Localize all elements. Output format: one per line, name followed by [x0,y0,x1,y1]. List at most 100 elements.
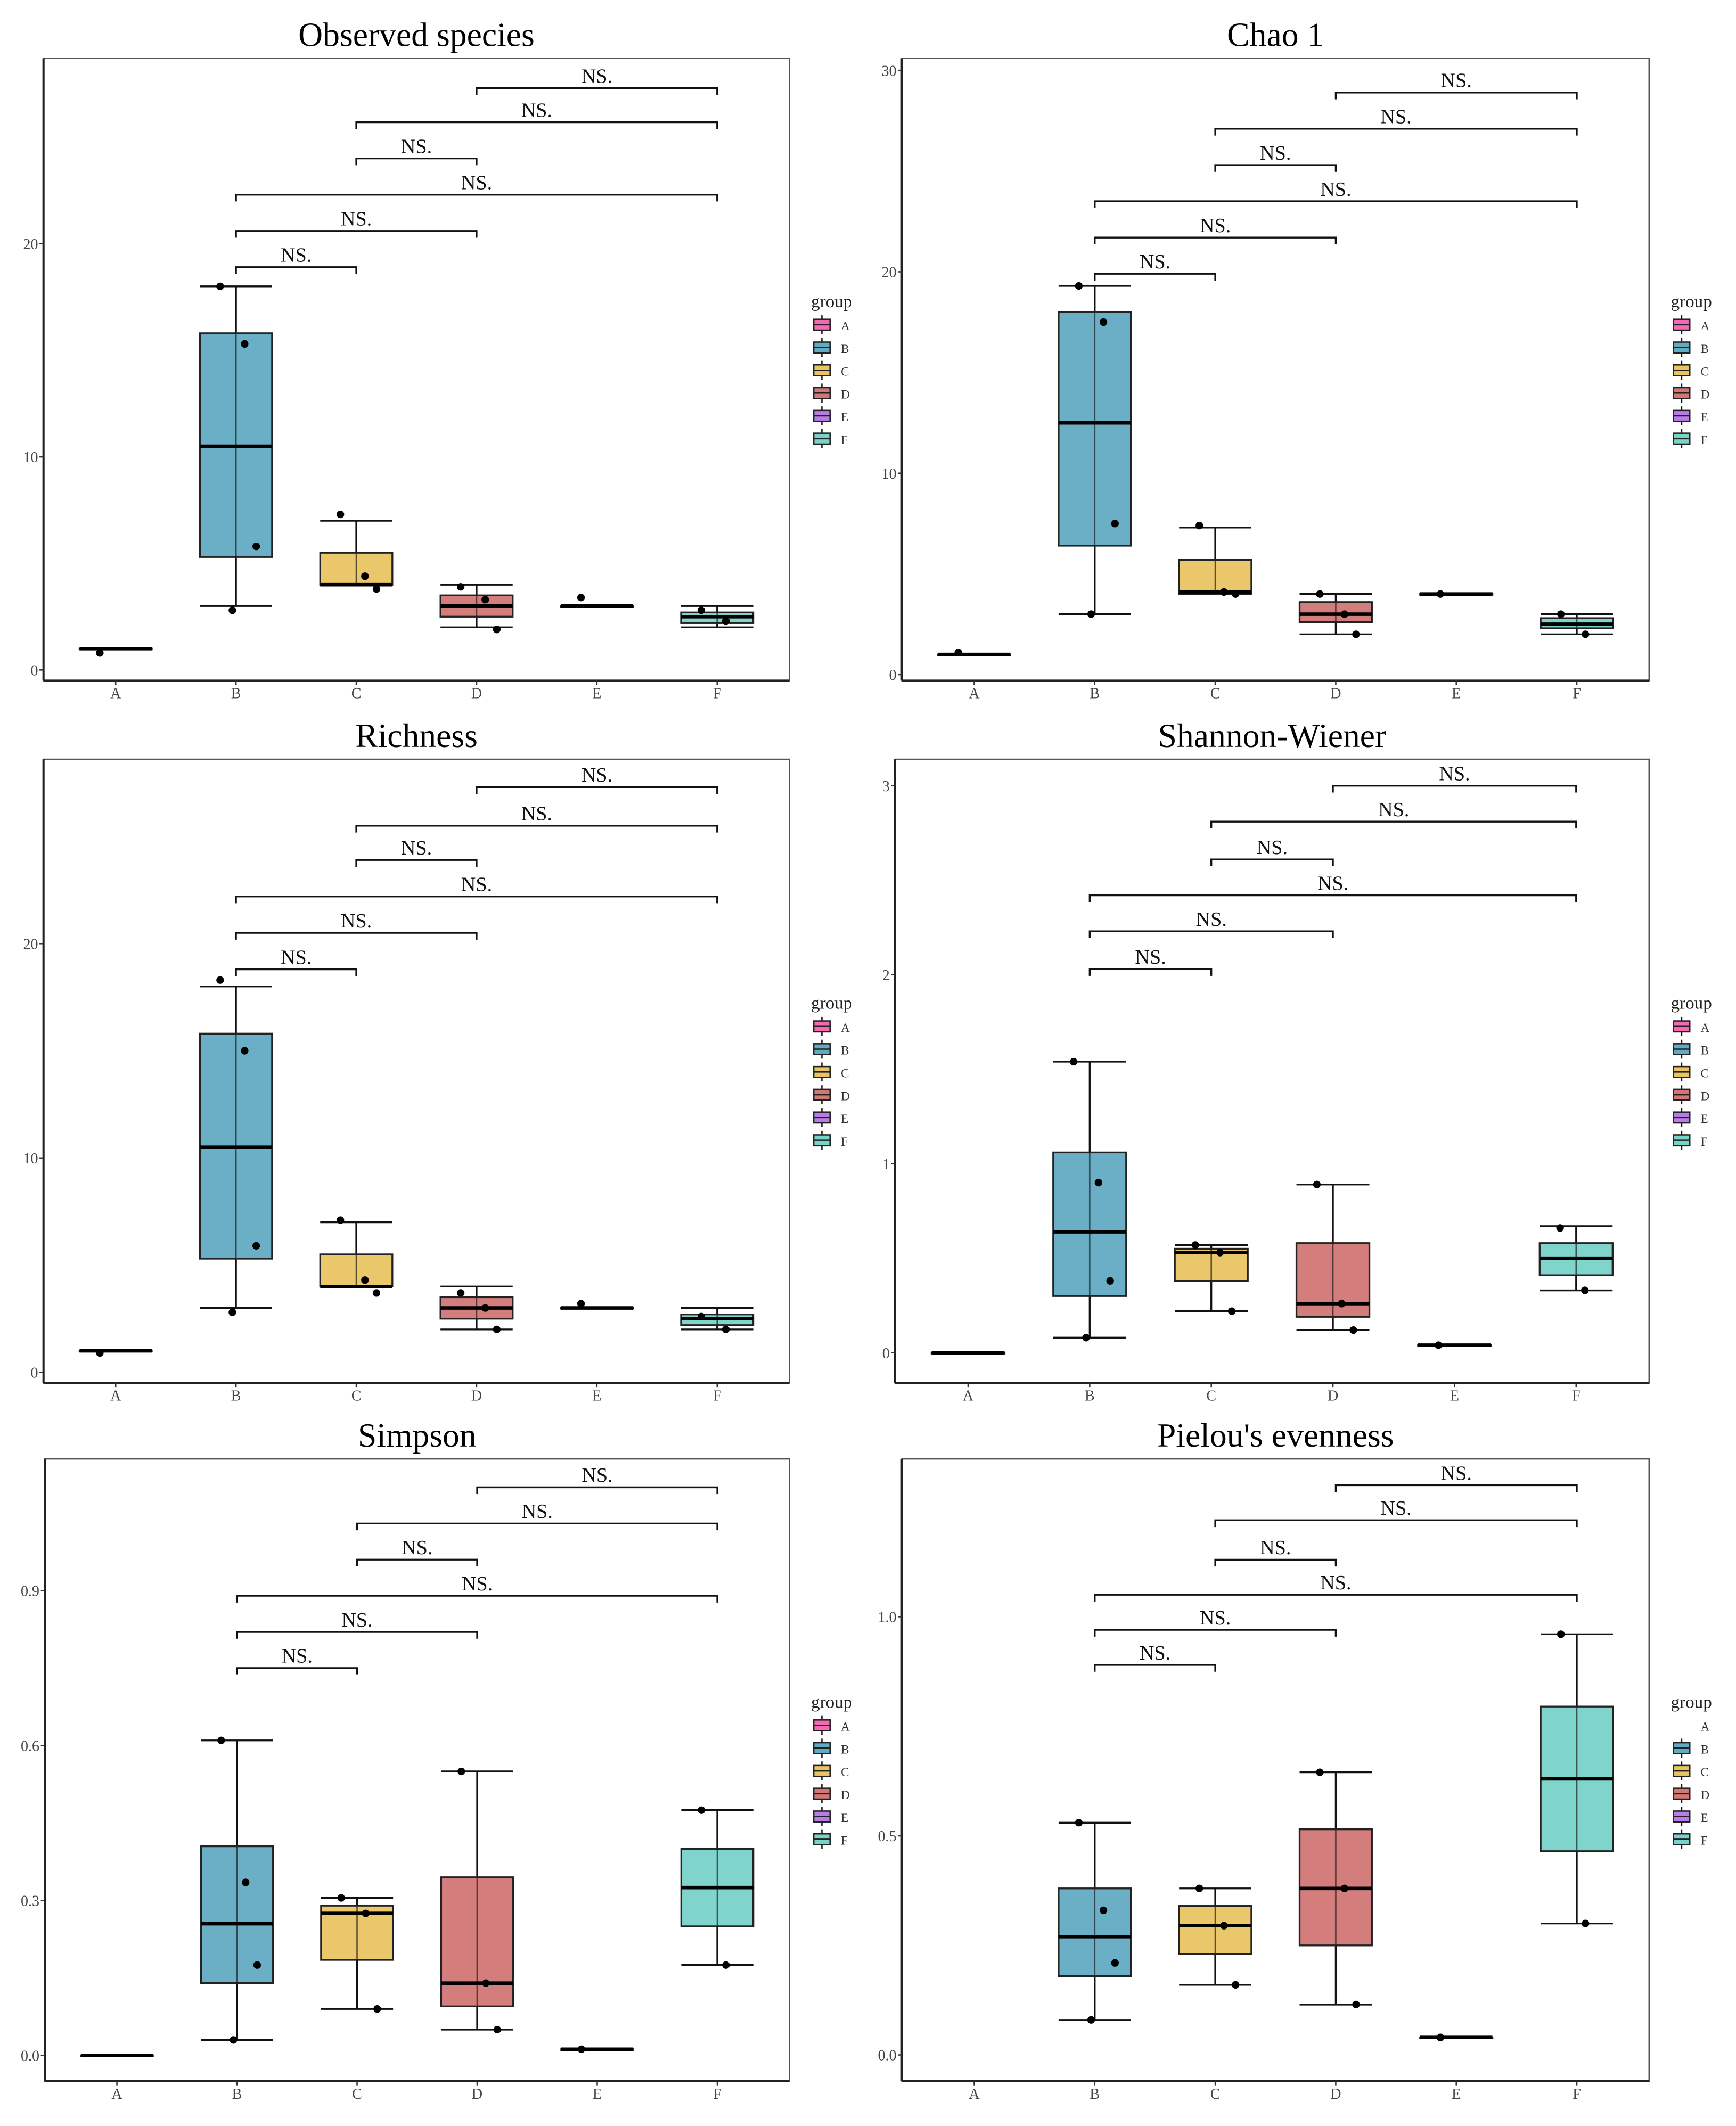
legend-key-E-icon [1673,406,1691,425]
legend-key-C-icon [813,1062,831,1082]
y-tick-label: 1.0 [878,1610,896,1626]
significance-label: NS. [521,99,552,121]
data-point [1220,588,1228,596]
data-point [1313,1180,1321,1188]
significance-label: NS. [521,803,552,825]
data-point [697,606,706,614]
significance-bracket: NS. [355,135,478,166]
significance-bracket: NS. [1214,1537,1337,1567]
data-point [96,1349,104,1357]
legend-key-C-icon [1673,1761,1691,1780]
y-tick-label: 20 [881,265,896,281]
y-tick-label: 10 [23,449,38,466]
significance-label: NS. [1140,1642,1170,1664]
data-point [1352,2000,1360,2009]
legend-key-A-icon [813,1016,831,1036]
significance-label: NS. [522,1500,553,1523]
legend-key-B-icon [813,1039,831,1059]
legend-label: F [1701,433,1708,447]
data-point [698,1806,706,1814]
data-point [1111,1959,1119,1967]
box-D [439,583,514,634]
significance-bracket: NS. [1210,836,1334,866]
bracket-line [1334,92,1578,100]
data-point [1099,318,1108,326]
significance-label: NS. [341,1609,372,1631]
significance-label: NS. [341,910,372,932]
data-point [361,572,369,580]
bracket-line [1088,930,1334,938]
significance-label: NS. [1200,1607,1231,1629]
significance-bracket: NS. [1094,178,1578,208]
significance-bracket: NS. [235,244,357,274]
y-tick-label: 0.6 [21,1738,39,1755]
data-point [1220,1922,1228,1930]
x-tick-label: D [471,685,482,702]
box-D [1298,1768,1373,2009]
legend-label: E [841,1112,848,1126]
significance-bracket: NS. [1094,1607,1337,1637]
legend-title: group [1671,994,1712,1013]
y-tick-label: 2 [882,967,890,984]
x-tick-label: F [713,1388,722,1405]
legend-label: B [841,1743,849,1756]
y-tick-label: 10 [881,466,896,482]
significance-label: NS. [1439,763,1470,785]
legend-key-A-icon [813,315,831,334]
significance-label: NS. [1320,1572,1351,1594]
y-tick-label: 0 [882,1345,890,1362]
legend-key-C-icon [1673,1062,1691,1082]
legend-label: A [841,1021,850,1035]
x-tick-label: E [1452,685,1461,702]
box-E [1419,590,1494,598]
y-tick-label: 30 [881,63,896,79]
y-tick-label: 20 [23,236,38,253]
y-tick-label: 1 [882,1156,890,1173]
significance-bracket: NS. [235,874,718,904]
significance-bracket: NS. [1214,142,1337,172]
y-tick-label: 0.3 [21,1893,39,1910]
legend-title: group [811,1693,852,1712]
significance-label: NS. [1317,872,1348,894]
box-D [1295,1180,1371,1334]
significance-bracket: NS. [235,208,478,238]
legend-key-A-icon [1673,315,1691,334]
significance-label: NS. [341,208,372,231]
legend-label: E [1701,411,1708,424]
box-A [80,2054,154,2057]
legend-key-F-icon [1673,429,1691,448]
bracket-line [476,1486,718,1495]
data-point [337,1894,345,1902]
data-point [241,1047,249,1055]
significance-bracket: NS. [1088,946,1213,976]
y-tick-label: 0.5 [878,1828,896,1845]
significance-bracket: NS. [1088,872,1577,902]
data-point [242,1878,250,1886]
bracket-line [1214,1519,1578,1528]
box-D [440,1767,514,2034]
y-tick-label: 10 [23,1151,38,1167]
data-point [1349,1326,1357,1334]
significance-label: NS. [1380,106,1411,128]
significance-bracket: NS. [1094,1572,1578,1602]
significance-bracket: NS. [1214,106,1578,136]
legend-label: B [1701,1743,1709,1756]
data-point [1111,520,1119,528]
significance-label: NS. [1257,836,1288,859]
legend-label: E [1701,1811,1708,1825]
data-point [217,1736,225,1744]
significance-bracket: NS. [355,803,718,833]
legend-key-F-icon [1673,1130,1691,1150]
box-E [560,2045,634,2053]
x-tick-label: C [1210,2086,1221,2103]
bracket-line [476,786,718,794]
data-point [1582,1919,1590,1927]
bracket-line [355,825,718,833]
legend-key-F-icon [813,429,831,448]
box-E [560,1300,634,1310]
legend-label: A [1701,319,1710,333]
bracket-line [236,1667,358,1675]
box-A [78,1349,153,1357]
